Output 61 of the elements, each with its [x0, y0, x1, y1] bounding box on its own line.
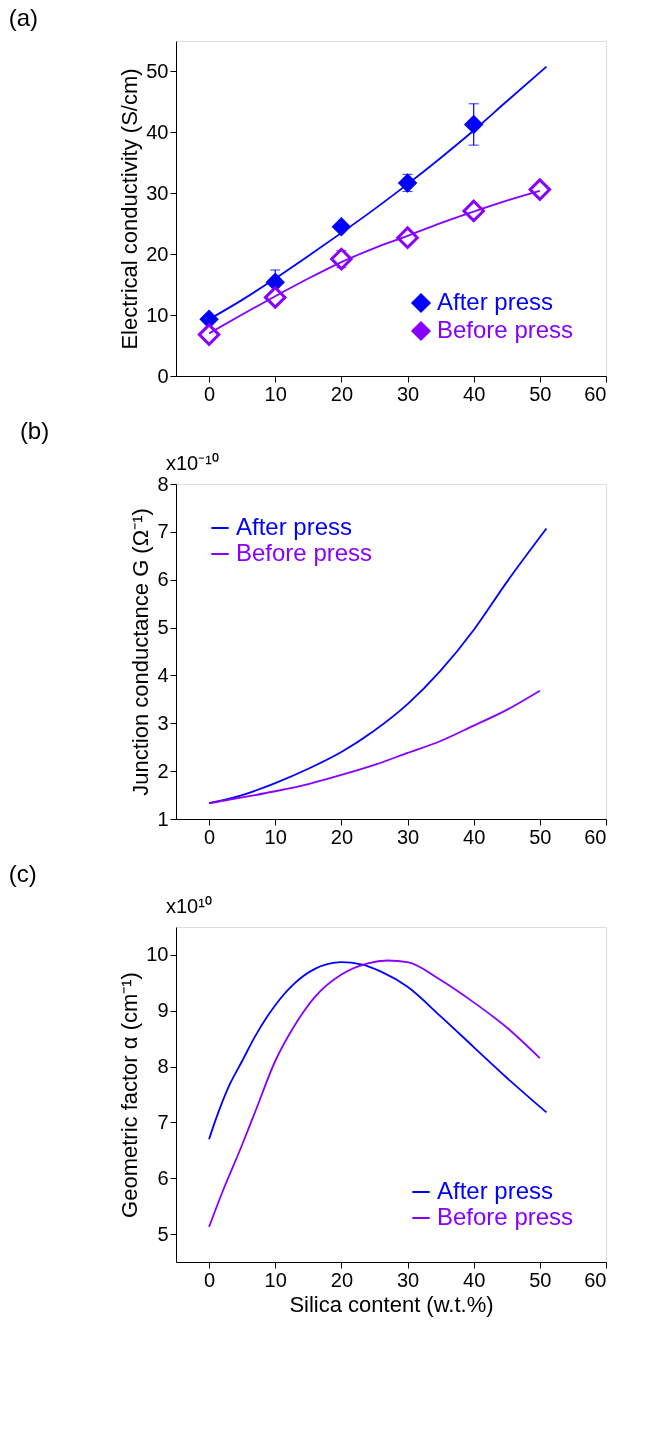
y-tick-label: 8 [157, 1055, 169, 1078]
x-tick-label: 0 [204, 382, 216, 405]
y-tick-label: 6 [157, 1166, 169, 1189]
y-axis-title: Electrical conductivity (S/cm) [117, 68, 143, 350]
y-tick-label: 5 [157, 616, 169, 639]
line-series [208, 961, 548, 1141]
y-tick-label: 7 [157, 520, 169, 543]
y-tick-label: 10 [146, 303, 169, 326]
y-tick-label: 9 [157, 999, 169, 1022]
text: x10¹⁰ [166, 895, 212, 917]
legend-label: After press [236, 513, 353, 540]
y-axis-title: Junction conductance G (Ω⁻¹) [128, 508, 154, 796]
x-tick-label: 30 [396, 825, 420, 848]
legend-label: Before press [437, 1203, 574, 1230]
y-tick-label: 8 [157, 472, 169, 495]
x-tick-label: 20 [330, 382, 354, 405]
y-tick-label: 3 [157, 711, 169, 734]
y-tick-label: 40 [146, 120, 169, 143]
y-tick-label: 20 [146, 242, 169, 265]
point [397, 173, 418, 193]
y-tick-label: 6 [157, 568, 169, 591]
x-tick-label: 50 [529, 1268, 552, 1291]
chart-title: (a) [8, 4, 39, 31]
x-tick-label: 10 [264, 825, 287, 848]
x-tick-label: 20 [330, 825, 354, 848]
point [528, 178, 552, 201]
line-series [208, 689, 541, 805]
x-tick-label: 30 [396, 1268, 420, 1291]
x-tick-label: 40 [463, 825, 486, 848]
x-tick-label: 30 [396, 382, 420, 405]
point [197, 323, 221, 346]
y-tick-label: 50 [146, 59, 169, 82]
x-tick-label: 20 [330, 1268, 354, 1291]
text: x10⁻¹⁰ [166, 452, 219, 474]
y-axis-title: Geometric factor α (cm⁻¹) [117, 972, 143, 1218]
x-tick-label: 50 [529, 825, 552, 848]
x-tick-label: 60 [584, 825, 607, 848]
y-tick-label: 30 [146, 181, 169, 204]
x-tick-label: 50 [529, 382, 552, 405]
y-tick-label: 1 [157, 807, 169, 830]
x-tick-label: 0 [204, 825, 216, 848]
y-tick-label: 10 [146, 943, 169, 966]
y-tick-label: 7 [157, 1110, 169, 1133]
chart-title: (b) [19, 417, 50, 444]
y-tick-label: 0 [157, 364, 169, 387]
y-tick-label: 4 [157, 663, 169, 686]
x-tick-label: 0 [204, 1268, 216, 1291]
x-tick-label: 40 [463, 1268, 486, 1291]
x-tick-label: 60 [584, 1268, 607, 1291]
x-tick-label: 60 [584, 382, 607, 405]
x-tick-label: 10 [264, 382, 287, 405]
x-axis-title: Silica content (w.t.%) [289, 1291, 494, 1317]
chart-title: (c) [8, 860, 37, 887]
x-tick-label: 10 [264, 1268, 287, 1291]
y-tick-label: 2 [157, 759, 169, 782]
legend-label: Before press [437, 316, 574, 343]
y-tick-label: 5 [157, 1222, 169, 1245]
x-tick-label: 40 [463, 382, 486, 405]
legend-label: After press [437, 288, 554, 315]
legend-label: Before press [236, 539, 373, 566]
legend-label: After press [437, 1177, 554, 1204]
